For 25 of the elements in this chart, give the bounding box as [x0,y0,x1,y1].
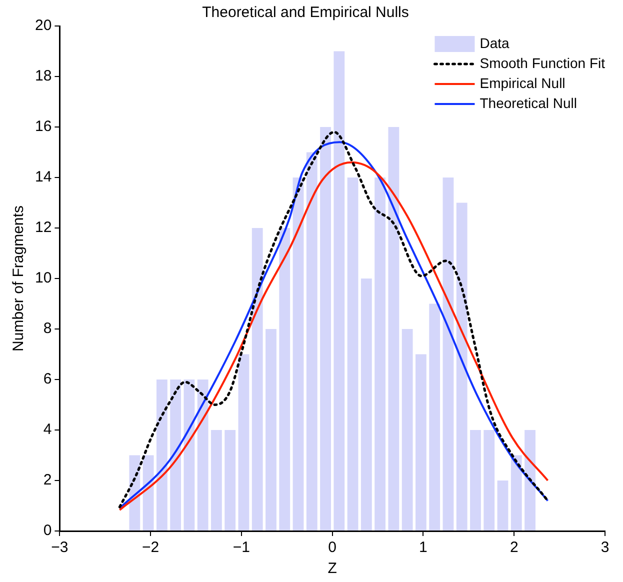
y-tick-label: 20 [34,17,52,34]
x-axis-title: Z [328,560,337,578]
y-tick-label: 4 [43,421,52,438]
x-tick-label: 0 [328,539,337,556]
y-tick-label: 2 [43,472,52,489]
x-tick-label: −1 [232,539,250,556]
x-tick-label: −3 [51,539,68,556]
y-tick-label: 16 [34,118,52,136]
y-tick-label: 12 [34,219,52,236]
legend-label: Data [480,34,510,51]
y-tick-label: 14 [34,168,52,186]
x-tick-label: 3 [600,539,610,556]
y-axis-title: Number of Fragments [10,206,28,352]
y-tick-label: 18 [34,68,52,85]
y-tick-label: 8 [43,320,52,338]
y-tick-label: 6 [43,370,52,388]
legend-label: Theoretical Null [480,94,577,111]
legend-label: Empirical Null [480,74,566,91]
y-tick-label: 10 [34,270,52,287]
legend-label: Smooth Function Fit [480,54,606,71]
chart-title: Theoretical and Empirical Nulls [202,4,409,22]
x-tick-label: −2 [142,539,160,556]
y-tick-label: 0 [43,522,52,540]
x-tick-label: 2 [510,539,518,556]
x-tick-label: 1 [419,539,428,556]
